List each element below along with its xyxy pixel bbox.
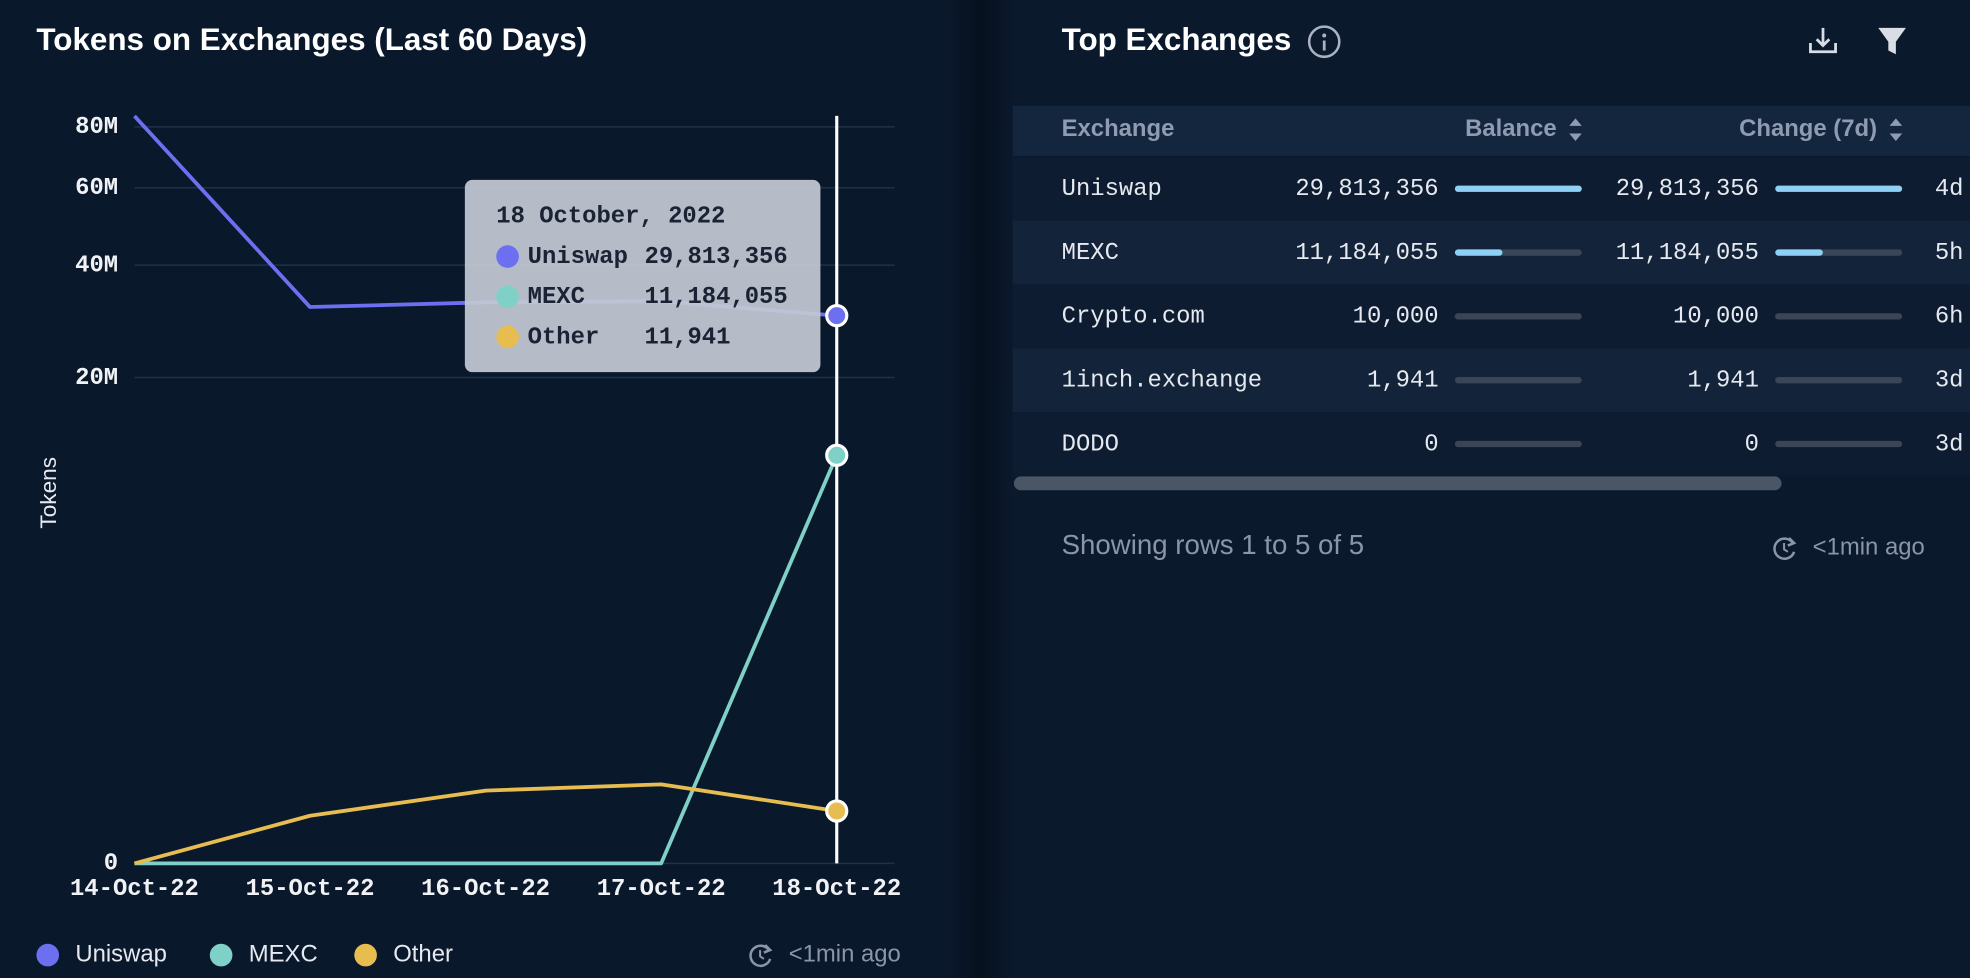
hover-point — [825, 799, 849, 823]
y-axis-label: Tokens — [36, 457, 61, 529]
last-updated: 5h — [1935, 240, 1964, 267]
balance-bar-track — [1454, 440, 1582, 448]
y-tick-label: 0 — [104, 851, 118, 878]
y-tick-label: 80M — [75, 114, 118, 141]
balance-value: 29,813,356 — [1295, 176, 1438, 203]
download-icon[interactable] — [1809, 27, 1837, 54]
balance-value: 1,941 — [1367, 368, 1439, 395]
balance-value: 11,184,055 — [1295, 240, 1438, 267]
column-header[interactable]: Exchange — [1062, 115, 1175, 142]
exchange-name: DODO — [1062, 431, 1119, 458]
change-bar — [1775, 249, 1823, 256]
tooltip-swatch — [496, 285, 519, 309]
balance-value: 0 — [1424, 431, 1438, 458]
change-bar-track — [1775, 377, 1903, 384]
table-updated: <1min ago — [1813, 533, 1925, 560]
hover-point — [825, 443, 849, 467]
legend-label: MEXC — [249, 940, 318, 967]
tooltip-swatch — [496, 245, 519, 268]
series-line — [133, 782, 838, 866]
change-value: 1,941 — [1687, 368, 1759, 395]
x-tick-label: 15-Oct-22 — [246, 876, 375, 903]
legend-label: Other — [393, 940, 453, 967]
chart-area: 0 20M 40M 60M 80M 14-Oct-22 15-Oct-22 16-Oct-22… — [36, 114, 901, 967]
hover-point — [825, 304, 849, 328]
tooltip-value: 11,941 — [645, 324, 731, 351]
balance-bar-track — [1454, 313, 1582, 320]
x-tick-label: 14-Oct-22 — [70, 876, 199, 903]
scrollbar[interactable] — [1013, 476, 1782, 491]
legend-label: Uniswap — [75, 940, 167, 967]
change-value: 10,000 — [1673, 304, 1759, 331]
last-updated: 4d — [1935, 176, 1964, 203]
table-title: Top Exchanges — [1062, 22, 1292, 57]
change-value: 0 — [1745, 431, 1759, 458]
tooltip-series: MEXC — [528, 284, 585, 311]
column-header[interactable]: Change (7d) — [1739, 115, 1877, 142]
sort-icon[interactable] — [1569, 118, 1582, 141]
last-updated: 3d — [1935, 368, 1964, 395]
legend-swatch — [209, 943, 233, 967]
tooltip-box — [464, 179, 821, 373]
chart-title: Tokens on Exchanges (Last 60 Days) — [36, 22, 587, 57]
legend-swatch — [354, 943, 377, 967]
x-tick-label: 17-Oct-22 — [597, 876, 726, 903]
legend-item[interactable]: Uniswap — [36, 940, 167, 967]
tooltip-title: 18 October, 2022 — [496, 204, 725, 231]
column-header[interactable]: Balance — [1465, 115, 1557, 142]
legend-swatch — [36, 943, 60, 967]
balance-value: 10,000 — [1353, 304, 1439, 331]
exchange-name: Crypto.com — [1062, 304, 1205, 331]
change-value: 29,813,356 — [1616, 176, 1759, 203]
change-bar-track — [1775, 440, 1903, 448]
filter-icon[interactable] — [1878, 27, 1906, 55]
exchange-name: MEXC — [1062, 240, 1119, 267]
chart-updated: <1min ago — [789, 940, 901, 967]
tooltip-series: Uniswap — [528, 244, 628, 271]
refresh-icon[interactable] — [749, 944, 773, 968]
last-updated: 3d — [1935, 431, 1964, 458]
sort-icon[interactable] — [1889, 118, 1903, 141]
balance-bar — [1454, 185, 1582, 192]
balance-bar — [1454, 249, 1503, 256]
x-tick-label: 16-Oct-22 — [421, 876, 550, 903]
last-updated: 6h — [1935, 304, 1964, 331]
change-bar — [1775, 185, 1903, 192]
y-tick-label: 60M — [75, 175, 118, 202]
tooltip-swatch — [496, 325, 519, 349]
tooltip-value: 29,813,356 — [645, 244, 788, 271]
balance-bar-track — [1454, 377, 1582, 384]
table: Exchange Balance Change (7d) Uniswap 29,813,… — [1012, 105, 1970, 476]
info-icon[interactable] — [1307, 25, 1341, 59]
tooltip: 18 October, 2022 Uniswap 29,813,356 MEXC 11,… — [464, 179, 821, 373]
panel-gap — [948, 0, 1013, 978]
tooltip-series: Other — [528, 324, 600, 351]
legend-item[interactable]: Other — [354, 940, 453, 967]
table-header — [1012, 105, 1970, 157]
exchange-name: 1inch.exchange — [1062, 368, 1262, 395]
legend-item[interactable]: MEXC — [209, 940, 318, 967]
refresh-icon[interactable] — [1773, 537, 1797, 560]
exchange-name: Uniswap — [1062, 176, 1162, 203]
series-line — [134, 454, 839, 866]
change-bar-track — [1775, 313, 1903, 320]
x-tick-label: 18-Oct-22 — [772, 876, 901, 903]
y-tick-label: 20M — [75, 365, 118, 392]
tooltip-value: 11,184,055 — [645, 284, 788, 311]
change-value: 11,184,055 — [1616, 240, 1759, 267]
y-tick-label: 40M — [75, 252, 118, 279]
table-footer: Showing rows 1 to 5 of 5 — [1062, 529, 1365, 560]
